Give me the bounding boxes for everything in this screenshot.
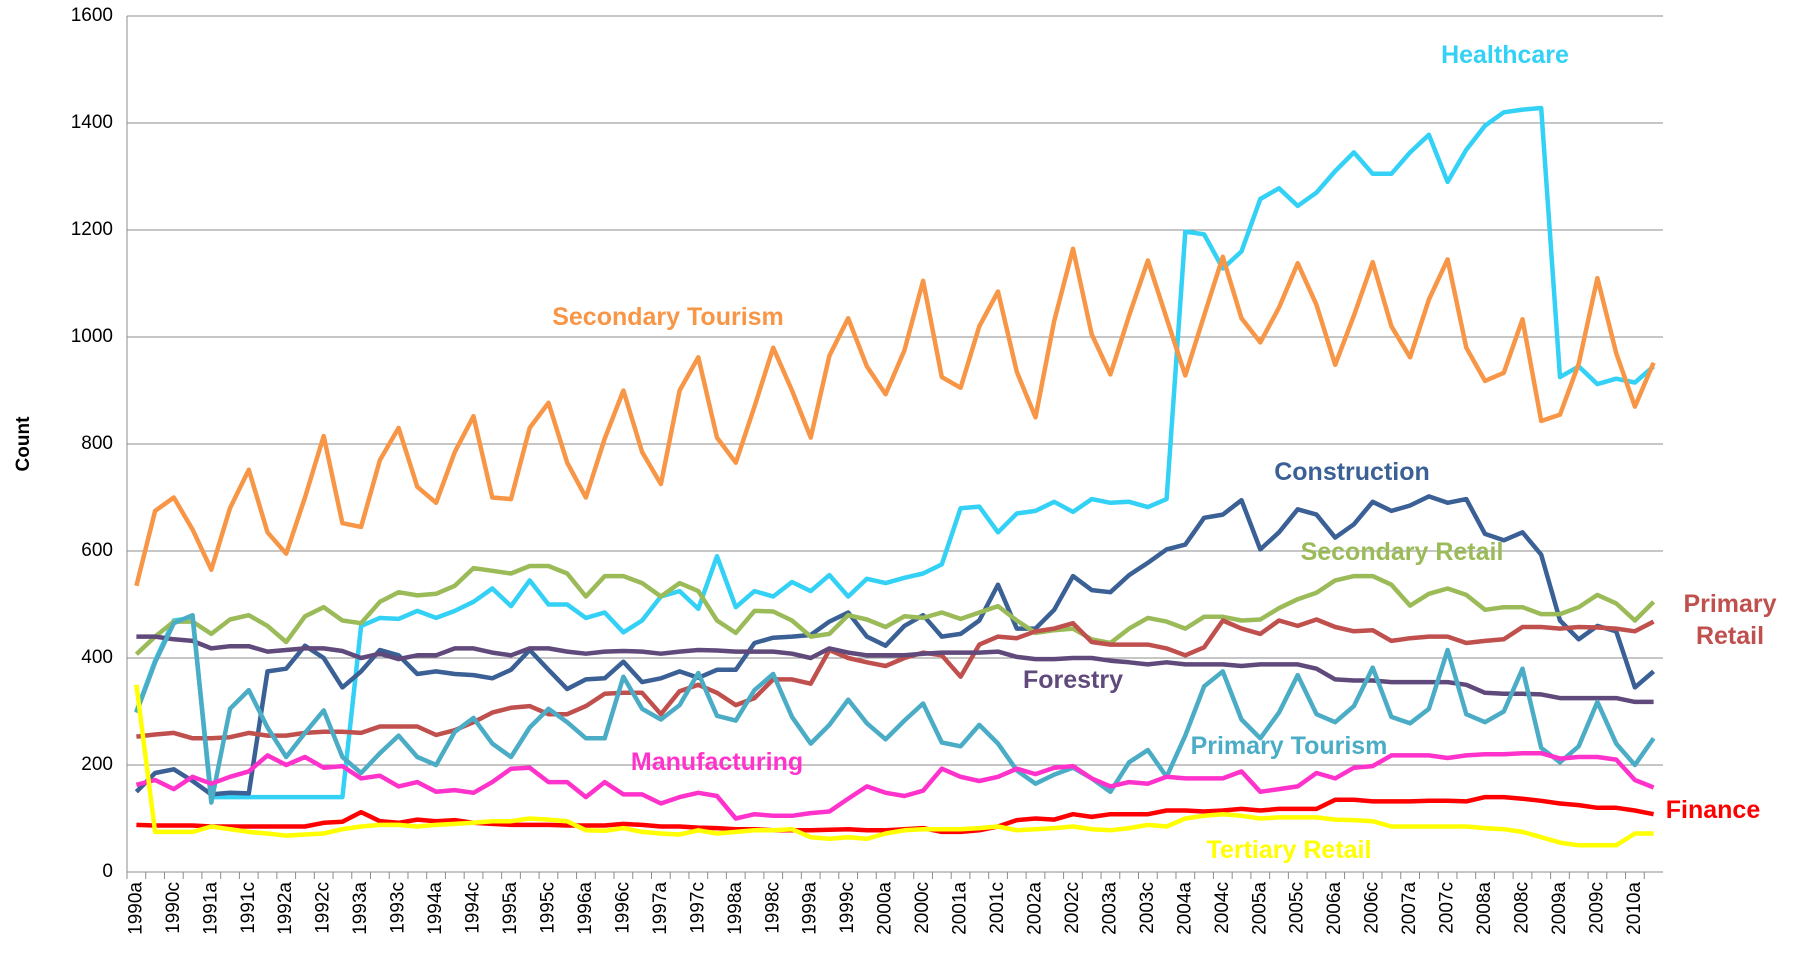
- y-tick-label: 200: [81, 754, 113, 775]
- series-label: Healthcare: [1441, 41, 1569, 69]
- x-tick-label: 1998c: [762, 882, 783, 934]
- series-line: [134, 612, 1656, 805]
- x-tick-label: 1994c: [463, 882, 484, 934]
- series-line: [134, 563, 1656, 656]
- series-label: Tertiary Retail: [1206, 836, 1372, 864]
- series-label: Secondary Retail: [1300, 538, 1504, 566]
- series-line: [135, 750, 1655, 821]
- x-tick-label: 2005c: [1287, 882, 1308, 934]
- series-label: Primary Tourism: [1190, 732, 1388, 760]
- x-tick-label: 2006a: [1324, 882, 1345, 935]
- x-tick-label: 1991c: [238, 882, 259, 934]
- x-tick-label: 1999a: [800, 882, 821, 935]
- x-tick-label: 1996a: [575, 882, 596, 935]
- x-tick-label: 2004c: [1212, 882, 1233, 934]
- series-line: [134, 494, 1656, 797]
- series-label: Primary Retail: [1683, 590, 1777, 650]
- series-line: [134, 105, 1656, 800]
- x-tick-label: 1997c: [687, 882, 708, 934]
- x-tick-label: 1990a: [125, 882, 146, 935]
- y-tick-label: 800: [81, 433, 113, 454]
- x-tick-label: 1991a: [200, 882, 221, 935]
- y-tick-label: 1400: [71, 112, 113, 133]
- x-tick-label: 1998a: [725, 882, 746, 935]
- x-tick-label: 1990c: [163, 882, 184, 934]
- x-tick-label: 2002c: [1062, 882, 1083, 934]
- series-label: Finance: [1665, 796, 1761, 824]
- series-line: [136, 617, 1655, 741]
- series-label: Manufacturing: [630, 748, 804, 776]
- series-label: Secondary Tourism: [552, 303, 784, 331]
- x-tick-label: 2006c: [1362, 882, 1383, 934]
- x-tick-label: 2009a: [1549, 882, 1570, 935]
- x-tick-label: 2003c: [1137, 882, 1158, 934]
- x-tick-label: 1996c: [612, 882, 633, 934]
- x-tick-label: 1997a: [650, 882, 671, 935]
- x-tick-label: 2008a: [1474, 882, 1495, 935]
- x-tick-label: 2007a: [1399, 882, 1420, 935]
- x-tick-label: 2009c: [1586, 882, 1607, 934]
- x-tick-label: 1992a: [275, 882, 296, 935]
- x-tick-label: 1995a: [500, 882, 521, 935]
- x-tick-label: 2008c: [1512, 882, 1533, 934]
- y-tick-label: 400: [81, 647, 113, 668]
- x-tick-label: 2004a: [1174, 882, 1195, 935]
- series-label: Forestry: [1022, 666, 1124, 694]
- series-line: [134, 684, 1654, 848]
- y-tick-label: 600: [81, 540, 113, 561]
- x-tick-label: 1999c: [837, 882, 858, 934]
- x-tick-label: 2000a: [875, 882, 896, 935]
- y-axis-label: Count: [13, 416, 34, 472]
- series-label: Construction: [1274, 458, 1430, 486]
- x-tick-label: 2002a: [1025, 882, 1046, 935]
- x-tick-label: 1993a: [350, 882, 371, 935]
- x-tick-label: 1994a: [425, 882, 446, 935]
- y-tick-label: 0: [102, 861, 113, 882]
- x-tick-label: 2001a: [950, 882, 971, 935]
- x-tick-label: 2010a: [1624, 882, 1645, 935]
- y-tick-label: 1200: [71, 219, 113, 240]
- series-line: [136, 634, 1654, 705]
- x-tick-label: 2000c: [912, 882, 933, 934]
- x-tick-label: 2001c: [987, 882, 1008, 934]
- y-tick-label: 1600: [71, 5, 113, 26]
- series-line: [134, 246, 1656, 587]
- x-tick-label: 1992c: [313, 882, 334, 934]
- x-tick-label: 1995c: [537, 882, 558, 934]
- y-tick-label: 1000: [71, 326, 113, 347]
- x-tick-label: 2003a: [1099, 882, 1120, 935]
- x-tick-label: 2007c: [1437, 882, 1458, 934]
- x-tick-label: 1993c: [388, 882, 409, 934]
- x-tick-label: 2005a: [1249, 882, 1270, 935]
